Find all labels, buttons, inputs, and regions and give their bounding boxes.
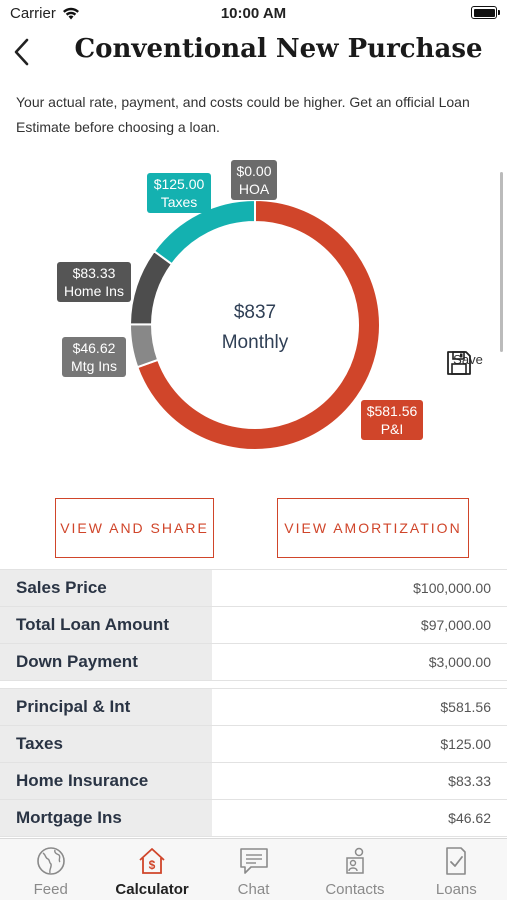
tab-calculator[interactable]: $ Calculator (101, 839, 202, 900)
slice-label-name: HOA (238, 181, 270, 197)
globe-icon (36, 847, 65, 875)
carrier-label: Carrier (10, 5, 56, 22)
document-check-icon (446, 847, 467, 875)
row-value: $581.56 (440, 699, 491, 715)
table-row: Total Loan Amount $97,000.00 (0, 607, 507, 644)
chart-center: $837 Monthly (175, 298, 335, 358)
slice-label-name: P&I (380, 421, 404, 437)
donut-slice-mtg-ins[interactable] (129, 323, 160, 369)
tab-loans[interactable]: Loans (406, 839, 507, 900)
tab-chat[interactable]: Chat (203, 839, 304, 900)
carrier-group: Carrier (10, 5, 80, 22)
payment-donut-chart: $837 Monthly $0.00 HOA $125.00 Taxes $83… (0, 150, 507, 460)
table-row: Home Insurance $83.33 (0, 763, 507, 800)
wifi-icon (62, 7, 79, 20)
page-title: Conventional New Purchase (74, 34, 483, 64)
donut-svg (128, 198, 381, 451)
slice-label-value: $125.00 (153, 176, 205, 192)
tab-label: Contacts (325, 881, 385, 898)
svg-text:$: $ (149, 858, 156, 872)
row-label: Principal & Int (0, 689, 212, 725)
row-value: $46.62 (448, 810, 491, 826)
table-row: Mortgage Ins $46.62 (0, 800, 507, 837)
slice-label-name: Home Ins (64, 283, 124, 299)
save-button[interactable]: Save (446, 350, 490, 375)
chat-bubble-icon (239, 848, 268, 874)
status-time: 10:00 AM (220, 5, 287, 22)
disclaimer-text: Your actual rate, payment, and costs cou… (16, 94, 470, 135)
row-label: Taxes (0, 726, 212, 762)
monthly-amount: $837 (233, 302, 277, 323)
row-label: Sales Price (0, 570, 212, 606)
back-button[interactable] (10, 36, 34, 68)
chevron-left-icon (14, 38, 29, 66)
table-row: Sales Price $100,000.00 (0, 570, 507, 607)
row-label: Down Payment (0, 644, 212, 680)
slice-label-value: $581.56 (366, 403, 418, 419)
tab-label: Calculator (115, 881, 189, 898)
donut-slice-p-i[interactable] (136, 198, 381, 451)
contacts-icon (346, 847, 364, 874)
tab-label: Loans (435, 881, 477, 898)
donut-slice-home-ins[interactable] (128, 249, 174, 326)
row-value: $125.00 (440, 736, 491, 752)
slice-label-name: Mtg Ins (71, 358, 117, 374)
scroll-indicator[interactable] (500, 172, 503, 352)
row-value: $100,000.00 (413, 580, 491, 596)
floppy-disk-icon (447, 351, 471, 375)
slice-label-name: Taxes (160, 194, 198, 210)
slice-label-value: $83.33 (72, 265, 116, 281)
slice-label-taxes: $125.00 Taxes (147, 173, 211, 213)
donut-slice-taxes[interactable] (152, 198, 256, 266)
view-and-share-button[interactable]: VIEW AND SHARE (55, 498, 214, 558)
nav-header: Conventional New Purchase (0, 28, 507, 76)
row-label: Total Loan Amount (0, 607, 212, 643)
row-label: Mortgage Ins (0, 800, 212, 836)
slice-label-pi: $581.56 P&I (361, 400, 423, 440)
tab-bar: Feed $ Calculator Chat Contacts (0, 838, 507, 900)
table-row: Down Payment $3,000.00 (0, 644, 507, 681)
house-dollar-icon: $ (139, 848, 165, 874)
tab-label: Chat (237, 881, 270, 898)
table-row: Taxes $125.00 (0, 726, 507, 763)
row-value: $83.33 (448, 773, 491, 789)
status-bar: Carrier 10:00 AM (0, 0, 507, 28)
slice-label-value: $46.62 (72, 340, 116, 356)
payment-breakdown-table: Principal & Int $581.56 Taxes $125.00 Ho… (0, 688, 507, 837)
tab-label: Feed (33, 881, 68, 898)
view-amortization-button[interactable]: VIEW AMORTIZATION (277, 498, 469, 558)
row-value: $3,000.00 (428, 654, 491, 670)
table-row: Principal & Int $581.56 (0, 689, 507, 726)
loan-summary-table: Sales Price $100,000.00 Total Loan Amoun… (0, 569, 507, 681)
slice-label-value: $0.00 (236, 163, 272, 179)
tab-feed[interactable]: Feed (0, 839, 101, 900)
tab-contacts[interactable]: Contacts (304, 839, 405, 900)
battery-icon (471, 6, 500, 19)
monthly-label: Monthly (221, 332, 289, 353)
row-label: Home Insurance (0, 763, 212, 799)
slice-label-hoa: $0.00 HOA (231, 160, 277, 200)
slice-label-mtg-ins: $46.62 Mtg Ins (62, 337, 126, 377)
slice-label-home-ins: $83.33 Home Ins (57, 262, 131, 302)
row-value: $97,000.00 (420, 617, 491, 633)
